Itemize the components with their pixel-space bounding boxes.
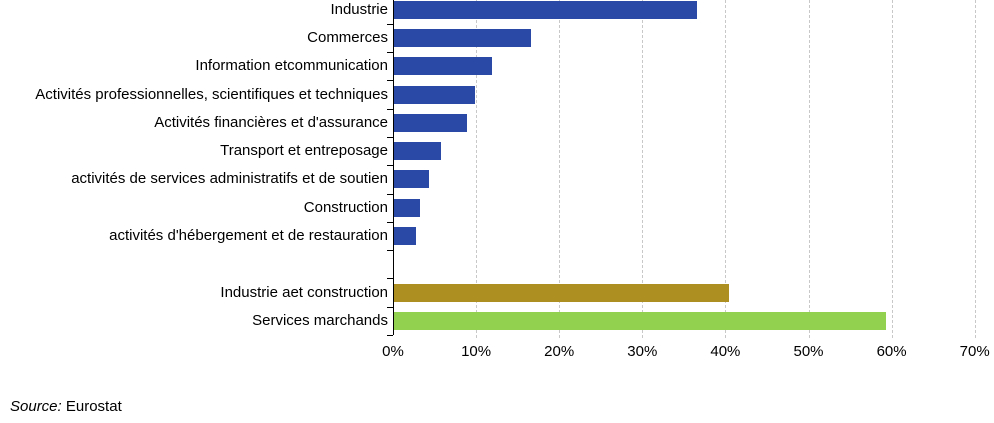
bar bbox=[394, 311, 886, 330]
category-label: Commerces bbox=[307, 28, 388, 46]
bar bbox=[394, 85, 476, 104]
bar bbox=[394, 283, 729, 302]
x-tick-label: 0% bbox=[382, 343, 404, 360]
category-label: activités d'hébergement et de restaurati… bbox=[109, 227, 388, 244]
y-axis-tick bbox=[387, 221, 393, 223]
category-label: Industrie bbox=[330, 0, 388, 18]
y-axis-tick bbox=[387, 335, 393, 336]
y-axis-tick bbox=[387, 306, 393, 308]
category-label: Information etcommunication bbox=[195, 57, 388, 75]
bar bbox=[394, 113, 468, 132]
y-axis-tick bbox=[387, 52, 393, 53]
bar bbox=[394, 142, 442, 161]
category-label: Industrie aet construction bbox=[220, 283, 388, 301]
x-tick-label: 50% bbox=[793, 343, 824, 360]
y-axis-tick bbox=[387, 136, 393, 138]
gridline bbox=[974, 0, 976, 338]
x-tick-label: 10% bbox=[461, 343, 492, 360]
gridline bbox=[891, 0, 893, 338]
gridline bbox=[642, 0, 644, 338]
x-tick-label: 70% bbox=[959, 343, 990, 360]
y-axis-tick bbox=[387, 23, 393, 25]
x-tick-label: 40% bbox=[710, 343, 741, 360]
y-axis-tick bbox=[387, 250, 393, 252]
bar bbox=[394, 28, 532, 47]
y-axis-tick bbox=[387, 278, 393, 280]
x-tick-label: 60% bbox=[876, 343, 907, 360]
x-tick-label: 30% bbox=[627, 343, 658, 360]
y-axis-tick bbox=[387, 108, 393, 110]
y-axis-tick bbox=[387, 80, 393, 82]
gridline bbox=[559, 0, 561, 338]
category-label: Construction bbox=[303, 198, 388, 216]
x-tick-label: 20% bbox=[544, 343, 575, 360]
category-label: Activités financières et d'assurance bbox=[154, 113, 388, 131]
category-label: activités de services administratifs et … bbox=[71, 170, 388, 188]
source-text: Eurostat bbox=[61, 398, 122, 415]
gridline bbox=[476, 0, 478, 338]
category-label: Activités professionnelles, scientifique… bbox=[35, 85, 388, 103]
bar bbox=[394, 198, 420, 217]
bar bbox=[394, 170, 429, 189]
y-axis-tick bbox=[387, 193, 393, 195]
category-label: Services marchands bbox=[252, 311, 388, 329]
bar bbox=[394, 227, 417, 245]
y-axis-line bbox=[393, 0, 394, 335]
bar bbox=[394, 0, 698, 19]
y-axis-tick bbox=[387, 165, 393, 167]
source-note: Source: Eurostat bbox=[10, 398, 122, 415]
bar bbox=[394, 57, 493, 76]
gridline bbox=[808, 0, 810, 338]
source-prefix: Source: bbox=[10, 398, 62, 415]
gridline bbox=[725, 0, 727, 338]
category-label: Transport et entreposage bbox=[220, 142, 388, 160]
